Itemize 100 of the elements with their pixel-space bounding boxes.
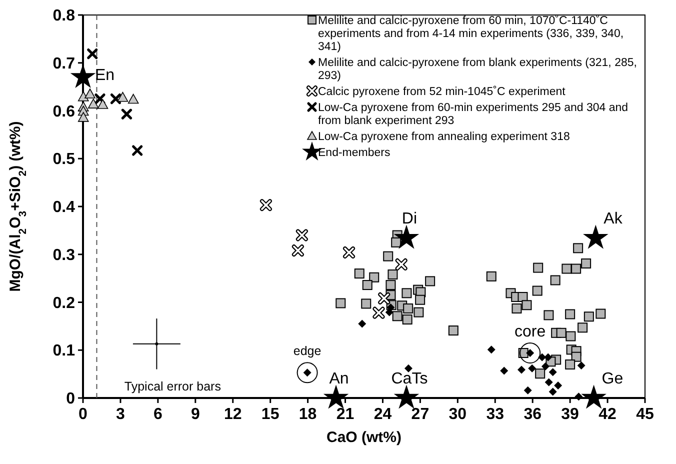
point (544, 353, 552, 362)
x-tick-label: 21 (336, 406, 354, 423)
point (574, 392, 583, 401)
x-tick-label: 27 (411, 406, 430, 423)
point (87, 48, 98, 60)
point (528, 364, 536, 372)
x-tick-label: 42 (598, 406, 617, 423)
point (128, 94, 139, 104)
point (522, 300, 532, 310)
point (533, 262, 544, 273)
point (88, 98, 99, 108)
point (578, 322, 588, 333)
point (524, 386, 532, 394)
legend-label: Melilite and calcic-pyroxene from blank experiments (321, 285, 293) (318, 57, 637, 82)
point (556, 328, 566, 338)
point (78, 91, 89, 102)
x-tick-label: 30 (448, 406, 467, 423)
point (584, 312, 594, 322)
point (404, 364, 412, 372)
point (596, 308, 606, 319)
y-tick-label: 0 (66, 390, 76, 408)
point (414, 307, 424, 318)
y-tick-label: 0.2 (52, 294, 76, 312)
point (354, 268, 364, 279)
point (544, 378, 553, 386)
legend-label: Low-Ca pyroxene from annealing experiment 318 (318, 131, 570, 143)
x-tick-label: 24 (374, 406, 392, 423)
point (573, 243, 584, 254)
point (554, 382, 562, 390)
point (425, 276, 436, 286)
point (486, 271, 496, 282)
point (544, 310, 554, 320)
point (565, 309, 576, 320)
point (541, 362, 550, 370)
point (78, 112, 89, 122)
point (500, 366, 508, 375)
annotation: CaTs (391, 370, 428, 388)
point (581, 258, 592, 268)
annotation: An (329, 370, 349, 388)
point (583, 224, 608, 249)
point (565, 359, 576, 370)
point (566, 331, 576, 342)
point (383, 251, 394, 262)
y-tick-label: 0.3 (52, 246, 76, 264)
x-tick-label: 3 (116, 406, 126, 423)
point (548, 388, 557, 396)
point (361, 298, 372, 309)
point (369, 272, 380, 282)
legend-label: Low-Ca pyroxene from 60-min experiments 295 and 304 and from blank experiment 293 (318, 102, 628, 127)
annotation: En (95, 66, 115, 84)
point (386, 304, 395, 312)
x-tick-label: 9 (190, 406, 200, 423)
point (358, 320, 366, 328)
legend-label: Calcic pyroxene from 52 min-1045˚C experiment (318, 85, 566, 98)
point (155, 342, 158, 346)
point (517, 366, 526, 374)
point (110, 93, 122, 104)
point (323, 384, 349, 409)
y-tick-label: 0.4 (52, 199, 76, 216)
annotation: Di (402, 210, 418, 228)
x-tick-label: 15 (261, 406, 280, 423)
point (532, 286, 542, 296)
point (571, 264, 582, 274)
point (548, 368, 557, 376)
annotation: Ge (602, 370, 624, 388)
point (535, 368, 546, 379)
point (84, 88, 96, 98)
x-tick-label: 6 (153, 406, 162, 423)
y-tick-label: 0.8 (52, 8, 76, 25)
point (394, 384, 420, 409)
x-tick-label: 36 (524, 406, 542, 423)
point (415, 294, 426, 305)
point (94, 93, 106, 104)
y-tick-label: 0.1 (52, 342, 76, 360)
x-tick-label: 12 (224, 406, 242, 423)
x-axis-title: CaO (wt%) (326, 429, 402, 446)
point (487, 346, 496, 354)
legend-label: End-members (318, 147, 390, 159)
point (577, 361, 586, 370)
point (394, 224, 420, 249)
annotation: edge (293, 344, 322, 358)
point (97, 99, 108, 109)
x-tick-label: 18 (298, 406, 317, 423)
point (562, 264, 572, 274)
point (336, 298, 346, 308)
x-tick-label: 45 (636, 406, 654, 423)
point (117, 92, 128, 102)
annotation: core (514, 324, 546, 341)
legend-label: Melilite and calcic-pyroxene from 60 min, 1070˚C-1140˚C experiments and from 4-14 min experiments (336, 339, 340, 341) (318, 14, 624, 53)
point (362, 280, 372, 290)
point (571, 352, 582, 362)
x-tick-label: 33 (486, 406, 504, 423)
annotation: Typical error bars (124, 379, 221, 394)
point (403, 303, 414, 314)
point (402, 314, 412, 324)
point (448, 325, 458, 336)
y-tick-label: 0.6 (52, 103, 76, 120)
point (512, 303, 522, 314)
x-tick-label: 39 (561, 406, 580, 423)
point (392, 311, 402, 322)
